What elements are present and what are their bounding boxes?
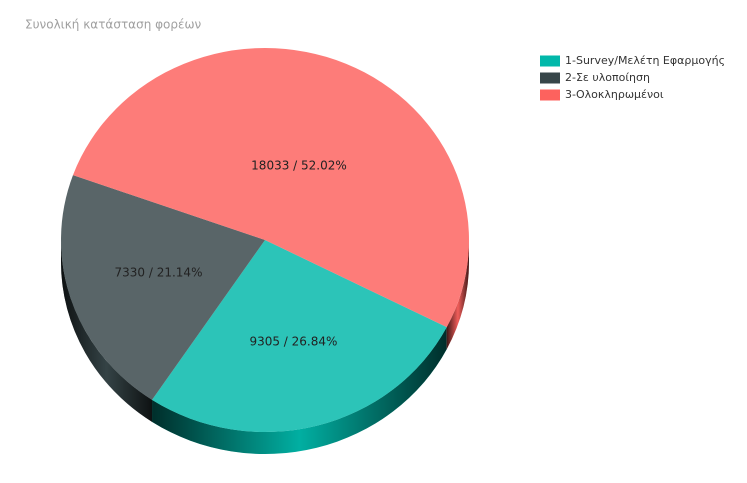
pie-slice	[72, 47, 470, 328]
legend-swatch	[540, 72, 560, 84]
legend-label: 1-Survey/Μελέτη Εφαρμογής	[565, 54, 725, 67]
legend-label: 2-Σε υλοποίηση	[565, 71, 650, 84]
legend-swatch	[540, 55, 560, 67]
side-shade	[61, 240, 153, 422]
data-label: 18033 / 52.02%	[251, 158, 347, 172]
legend-swatch	[540, 89, 560, 101]
chart-title: Συνολική κατάσταση φορέων	[25, 18, 202, 32]
data-label: 7330 / 21.14%	[115, 266, 203, 280]
pie-slice	[60, 175, 265, 400]
data-label: 9305 / 26.84%	[249, 335, 337, 349]
legend-label: 3-Ολοκληρωμένοι	[565, 88, 664, 101]
side-shade	[446, 240, 469, 350]
side-shade	[152, 327, 447, 454]
pie-slice	[152, 240, 447, 432]
